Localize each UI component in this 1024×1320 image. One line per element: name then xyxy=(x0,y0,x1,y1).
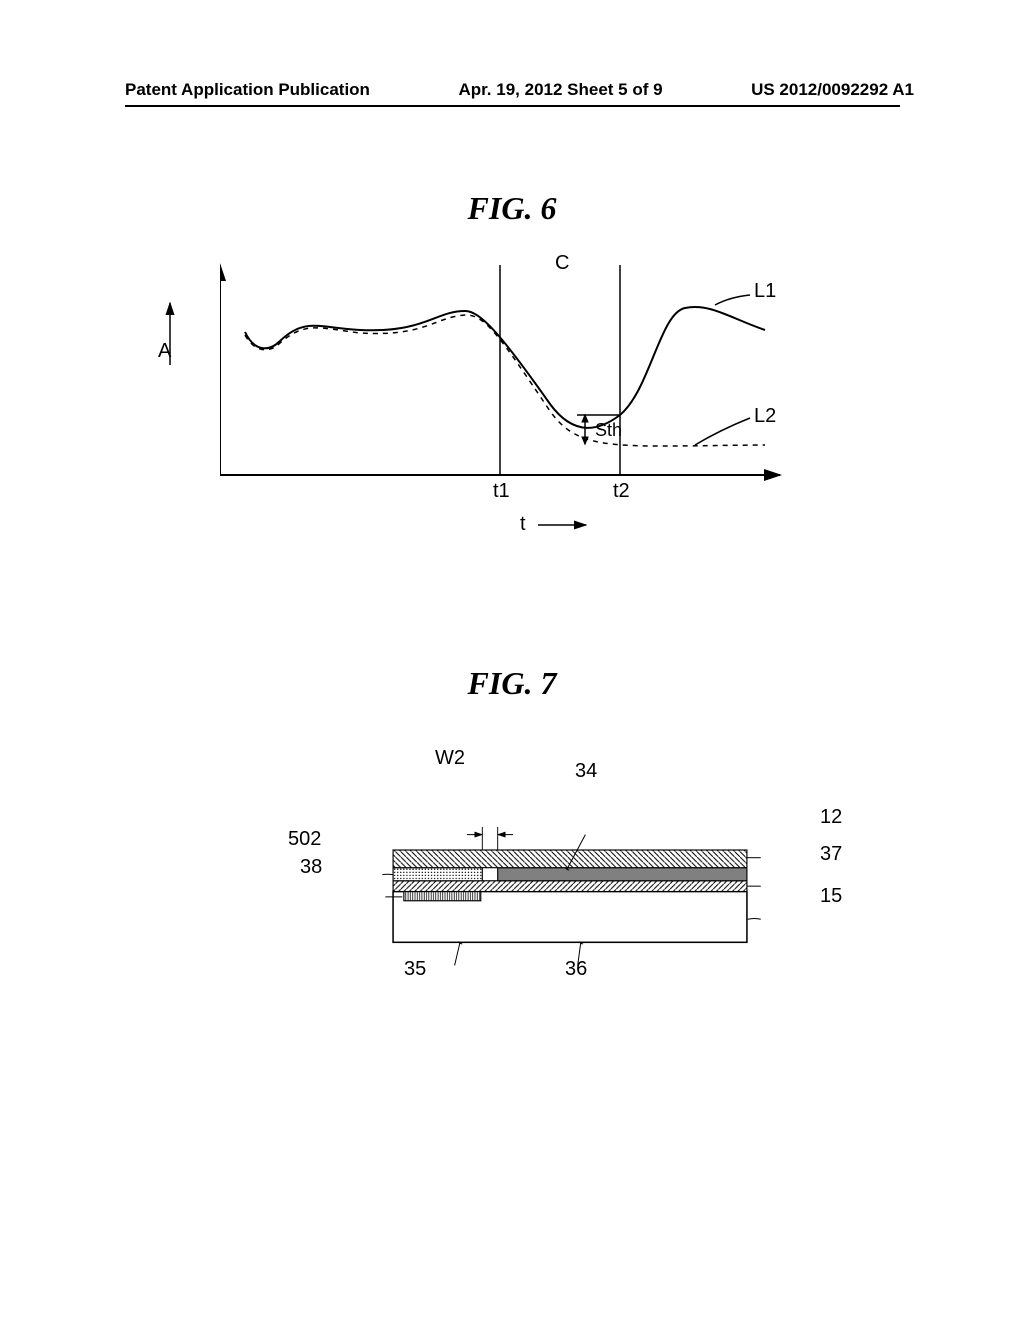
label-38: 38 xyxy=(300,856,322,879)
l1-lead xyxy=(715,295,750,305)
a-arrow-svg xyxy=(155,295,185,375)
fig6-title: FIG. 6 xyxy=(0,190,1024,227)
page-header: Patent Application Publication Apr. 19, … xyxy=(0,80,1024,100)
line-L1 xyxy=(245,307,765,428)
header-center: Apr. 19, 2012 Sheet 5 of 9 xyxy=(458,80,662,100)
t-arrow xyxy=(538,519,598,531)
fig6-graph: A C L1 L2 Sth t1 t2 t xyxy=(220,255,820,555)
header-underline xyxy=(125,105,900,107)
header-left: Patent Application Publication xyxy=(125,80,370,100)
fig6-svg xyxy=(220,255,820,555)
label-A: A xyxy=(158,340,171,363)
layer-gray xyxy=(498,868,747,881)
layer-38 xyxy=(404,892,481,901)
label-36: 36 xyxy=(565,958,587,981)
label-t1: t1 xyxy=(493,480,510,503)
label-12: 12 xyxy=(820,806,842,829)
label-L2: L2 xyxy=(754,405,776,428)
label-C: C xyxy=(555,252,569,275)
label-34: 34 xyxy=(575,760,597,783)
layer-37 xyxy=(393,881,747,892)
layer-12 xyxy=(393,850,747,868)
lead-15 xyxy=(748,918,761,919)
label-L1: L1 xyxy=(754,280,776,303)
label-15: 15 xyxy=(820,885,842,908)
line-L2 xyxy=(245,315,765,446)
label-502: 502 xyxy=(288,828,321,851)
fig7-cross-section: W2 34 12 37 15 502 38 35 36 xyxy=(280,800,860,1000)
l2-lead xyxy=(695,418,750,445)
lead-35 xyxy=(455,942,460,965)
label-t2: t2 xyxy=(613,480,630,503)
fig7-title: FIG. 7 xyxy=(0,665,1024,702)
label-35: 35 xyxy=(404,958,426,981)
label-W2: W2 xyxy=(435,747,465,770)
label-37: 37 xyxy=(820,843,842,866)
layer-502 xyxy=(393,868,482,881)
label-Sth: Sth xyxy=(595,420,622,441)
header-right: US 2012/0092292 A1 xyxy=(751,80,914,100)
label-t: t xyxy=(520,513,526,536)
